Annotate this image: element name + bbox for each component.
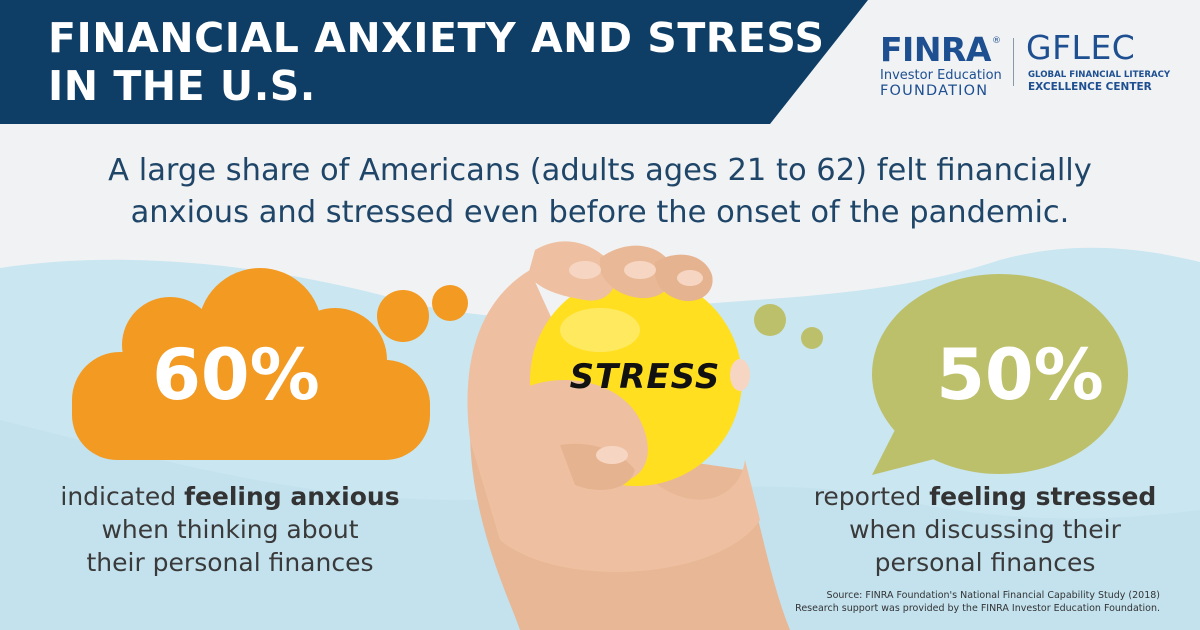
subtitle-line-2: anxious and stressed even before the ons…	[130, 195, 1070, 230]
stressed-desc-line-3: personal finances	[874, 548, 1096, 577]
speech-bubble-icon	[754, 274, 1128, 475]
source-line-1: Source: FINRA Foundation's National Fina…	[826, 590, 1160, 601]
subtitle: A large share of Americans (adults ages …	[40, 150, 1160, 234]
stressed-percentage: 50%	[936, 334, 1104, 416]
gflec-subtitle-1: GLOBAL FINANCIAL LITERACY	[1028, 70, 1171, 80]
subtitle-line-1: A large share of Americans (adults ages …	[108, 153, 1092, 188]
source-note: Source: FINRA Foundation's National Fina…	[700, 589, 1160, 615]
anxious-desc-line-3: their personal finances	[86, 548, 374, 577]
gflec-subtitle-2: EXCELLENCE CENTER	[1028, 81, 1152, 93]
hand-squeezing-stress-ball-icon	[467, 241, 790, 630]
title-banner	[0, 0, 868, 124]
gflec-logo: GFLEC	[1026, 28, 1136, 67]
source-line-2: Research support was provided by the FIN…	[795, 603, 1160, 614]
stressed-desc-bold: feeling stressed	[929, 482, 1157, 511]
partner-logos: FINRA ® Investor Education FOUNDATION GF…	[872, 28, 1182, 108]
anxious-desc-line-2: when thinking about	[101, 515, 359, 544]
finra-logo: FINRA	[880, 30, 991, 69]
stressed-description: reported feeling stressed when discussin…	[770, 480, 1200, 579]
page-title: FINANCIAL ANXIETY AND STRESS IN THE U.S.	[48, 14, 828, 110]
finra-subtitle-1: Investor Education	[880, 68, 1002, 83]
stressed-desc-prefix: reported	[813, 482, 930, 511]
stressed-desc-line-2: when discussing their	[849, 515, 1121, 544]
logo-divider	[1013, 38, 1014, 86]
registered-mark: ®	[992, 36, 1001, 46]
thought-cloud-icon	[72, 268, 468, 460]
finra-subtitle-2: FOUNDATION	[880, 83, 989, 99]
anxious-description: indicated feeling anxious when thinking …	[30, 480, 430, 579]
anxious-desc-bold: feeling anxious	[184, 482, 400, 511]
anxious-percentage: 60%	[152, 334, 320, 416]
title-line-2: IN THE U.S.	[48, 62, 316, 110]
anxious-desc-prefix: indicated	[60, 482, 185, 511]
title-line-1: FINANCIAL ANXIETY AND STRESS	[48, 14, 825, 62]
stress-ball-label: STRESS	[569, 357, 721, 397]
